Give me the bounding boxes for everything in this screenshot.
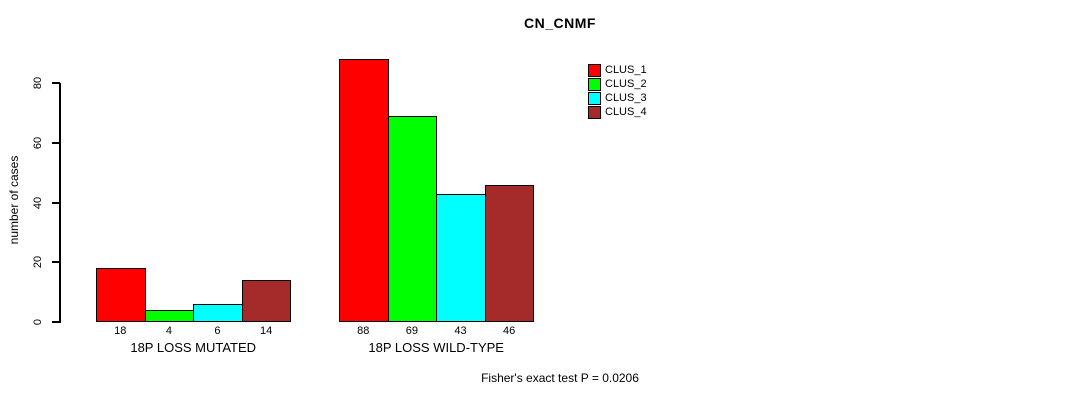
legend-label: CLUS_4 (605, 106, 647, 118)
legend-label: CLUS_3 (605, 92, 647, 104)
y-axis-line (59, 83, 61, 323)
bar-value-label: 43 (454, 325, 467, 337)
legend-label: CLUS_2 (605, 78, 647, 90)
legend-item: CLUS_4 (588, 105, 647, 119)
bar-clus_4-group2 (484, 184, 535, 322)
y-tick-mark (52, 82, 60, 84)
y-tick-mark (52, 201, 60, 204)
x-category-label: 18P LOSS MUTATED (130, 340, 257, 355)
y-tick-label: 60 (32, 136, 44, 149)
bar-clus_3-group2 (436, 193, 486, 322)
legend-item: CLUS_1 (588, 63, 647, 77)
y-tick-mark (52, 261, 60, 264)
legend-color-swatch-icon (588, 63, 601, 77)
y-axis-label: number of cases (7, 155, 21, 245)
legend-item: CLUS_2 (588, 77, 647, 91)
annotation-text: Fisher's exact test P = 0.0206 (481, 371, 639, 385)
bar-clus_3-group1 (193, 304, 243, 322)
bar-clus_2-group2 (387, 115, 438, 322)
legend-label: CLUS_1 (605, 64, 647, 76)
bar-value-label: 88 (357, 325, 370, 337)
bar-value-label: 4 (165, 325, 172, 337)
chart-title: CN_CNMF (524, 15, 596, 31)
y-tick-label: 0 (32, 318, 44, 326)
legend-color-swatch-icon (588, 91, 601, 105)
y-tick-mark (52, 141, 60, 144)
bar-value-label: 46 (502, 325, 516, 337)
bar-value-label: 6 (214, 325, 221, 337)
bar-value-label: 14 (259, 325, 273, 337)
legend: CLUS_1 CLUS_2 CLUS_3 CLUS_4 (588, 63, 647, 119)
bar-clus_1-group2 (339, 59, 389, 322)
legend-color-swatch-icon (588, 77, 601, 91)
bar-value-label: 18 (114, 325, 127, 337)
y-tick-mark (52, 321, 60, 323)
bar-clus_2-group1 (144, 310, 195, 322)
y-tick-label: 80 (32, 76, 44, 90)
x-category-label: 18P LOSS WILD-TYPE (368, 340, 504, 355)
bar-clus_4-group1 (241, 280, 292, 322)
y-tick-label: 20 (32, 256, 44, 269)
bar-clus_1-group1 (96, 268, 146, 322)
legend-color-swatch-icon (588, 105, 601, 119)
legend-item: CLUS_3 (588, 91, 647, 105)
y-tick-label: 40 (32, 196, 44, 209)
bar-value-label: 69 (405, 325, 419, 337)
